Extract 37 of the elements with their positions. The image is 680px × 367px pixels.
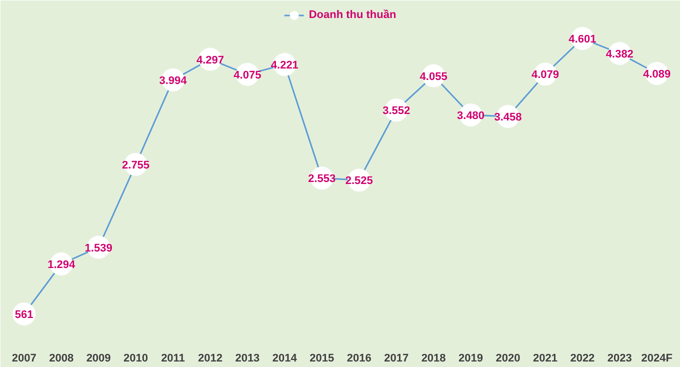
x-tick-label: 2010 [124,352,148,364]
data-label: 2.755 [122,159,150,172]
data-label: 4.382 [606,48,634,60]
x-tick-label: 2019 [458,352,484,364]
x-tick-label: 2023 [607,352,632,364]
x-tick-label: 2018 [421,352,446,364]
data-label: 2.525 [345,175,373,188]
data-label: 3.480 [457,110,485,122]
x-tick-label: 2008 [49,352,74,364]
x-tick-label: 2020 [496,352,520,364]
legend-label: Doanh thu thuần [308,9,396,21]
x-tick-label: 2009 [86,352,111,364]
x-tick-label: 2015 [310,352,334,364]
data-label: 4.089 [643,68,671,80]
x-tick-label: 2011 [161,352,185,364]
x-tick-label: 2013 [235,352,260,364]
data-label: 4.055 [420,70,448,83]
data-label: 4.075 [234,69,262,82]
x-tick-label: 2024F [641,352,673,364]
data-label: 2.553 [308,173,336,186]
data-label: 1.294 [48,258,76,271]
x-tick-label: 2007 [12,352,36,364]
x-tick-label: 2017 [384,352,409,364]
x-tick-label: 2016 [346,352,372,364]
data-label: 3.458 [494,111,522,124]
data-label: 4.221 [270,59,298,72]
data-label: 3.552 [382,105,410,118]
data-label: 561 [14,308,34,321]
data-label: 1.539 [84,242,112,254]
x-tick-label: 2014 [272,352,298,364]
data-label: 4.079 [531,69,559,82]
data-label: 3.994 [159,74,188,87]
x-tick-label: 2012 [198,352,222,364]
x-tick-label: 2022 [570,352,595,364]
data-label: 4.297 [196,54,224,66]
data-label: 4.601 [568,34,596,46]
x-tick-label: 2021 [532,352,558,364]
